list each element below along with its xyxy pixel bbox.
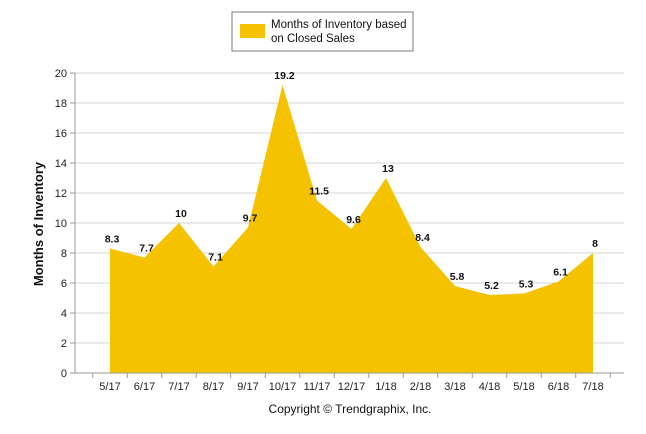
data-label: 19.2 bbox=[274, 70, 295, 82]
y-tick-label: 8 bbox=[61, 248, 67, 260]
legend: Months of Inventory based on Closed Sale… bbox=[231, 11, 414, 52]
data-label: 9.6 bbox=[346, 214, 361, 226]
data-label: 11.5 bbox=[309, 186, 329, 198]
x-tick-label: 10/17 bbox=[269, 381, 297, 393]
x-tick-label: 11/17 bbox=[304, 381, 331, 393]
x-tick-label: 12/17 bbox=[338, 381, 366, 393]
y-tick-label: 6 bbox=[61, 278, 67, 290]
y-tick-label: 18 bbox=[55, 98, 67, 110]
y-tick-labels: 0 2 4 6 8 10 12 14 16 18 20 bbox=[55, 68, 67, 380]
y-tick-label: 20 bbox=[55, 68, 67, 80]
x-tick-label: 4/18 bbox=[479, 381, 500, 393]
data-labels: 8.3 7.7 10 7.1 9.7 19.2 11.5 9.6 13 8.4 5.8 5.2 5.3 6… bbox=[105, 70, 598, 292]
x-tick-label: 9/17 bbox=[237, 381, 258, 393]
area-series bbox=[110, 85, 593, 373]
data-label: 5.3 bbox=[519, 279, 534, 291]
legend-swatch bbox=[240, 24, 265, 38]
data-label: 8 bbox=[592, 238, 598, 250]
data-label: 7.1 bbox=[208, 252, 223, 264]
x-tick-label: 8/17 bbox=[203, 381, 224, 393]
y-axis-label: Months of Inventory bbox=[31, 161, 46, 286]
x-tick-label: 7/17 bbox=[168, 381, 189, 393]
data-label: 8.4 bbox=[415, 232, 430, 244]
x-tick-label: 5/17 bbox=[99, 381, 120, 393]
data-label: 5.8 bbox=[450, 271, 465, 283]
y-tick-label: 16 bbox=[55, 128, 67, 140]
x-tick-label: 3/18 bbox=[444, 381, 465, 393]
data-label: 7.7 bbox=[139, 243, 154, 255]
data-label: 13 bbox=[382, 163, 394, 175]
y-tick-label: 12 bbox=[55, 188, 67, 200]
legend-label-line-1: Months of Inventory based bbox=[271, 19, 407, 31]
data-label: 5.2 bbox=[484, 280, 499, 292]
y-tick-label: 2 bbox=[61, 338, 67, 350]
copyright-footer: Copyright © Trendgraphix, Inc. bbox=[269, 402, 432, 416]
y-tick-label: 14 bbox=[55, 158, 67, 170]
axes bbox=[74, 73, 624, 378]
y-tick-label: 0 bbox=[61, 368, 67, 380]
x-tick-label: 1/18 bbox=[375, 381, 396, 393]
x-tick-label: 5/18 bbox=[513, 381, 534, 393]
x-tick-label: 2/18 bbox=[410, 381, 431, 393]
legend-label-line-2: on Closed Sales bbox=[271, 33, 355, 45]
data-label: 8.3 bbox=[105, 234, 120, 246]
y-tick-label: 10 bbox=[55, 218, 67, 230]
x-tick-label: 6/17 bbox=[134, 381, 155, 393]
inventory-area bbox=[110, 85, 593, 373]
data-label: 6.1 bbox=[553, 267, 568, 279]
data-label: 9.7 bbox=[243, 213, 258, 225]
data-label: 10 bbox=[175, 208, 187, 220]
y-tick-label: 4 bbox=[61, 308, 67, 320]
x-tick-label: 7/18 bbox=[582, 381, 603, 393]
x-tick-label: 6/18 bbox=[548, 381, 569, 393]
x-tick-labels: 5/17 6/17 7/17 8/17 9/17 10/17 11/17 12/17 1/18 2… bbox=[99, 381, 603, 393]
